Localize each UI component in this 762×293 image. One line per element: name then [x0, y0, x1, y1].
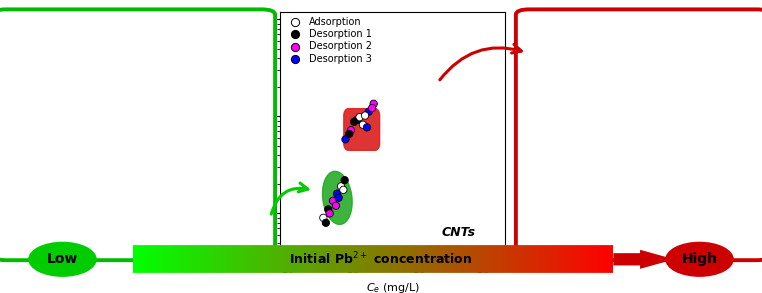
Text: Low: Low — [46, 252, 78, 266]
Legend: Adsorption, Desorption 1, Desorption 2, Desorption 3: Adsorption, Desorption 1, Desorption 2, … — [283, 15, 373, 66]
Point — [339, 137, 351, 142]
Ellipse shape — [665, 242, 734, 277]
Point — [345, 128, 357, 132]
Point — [343, 132, 355, 136]
Point — [366, 106, 378, 110]
FancyArrow shape — [613, 250, 674, 269]
Text: Initial Pb$^{2+}$ concentration: Initial Pb$^{2+}$ concentration — [290, 251, 472, 268]
Point — [322, 207, 335, 212]
X-axis label: $C_e$ (mg/L): $C_e$ (mg/L) — [366, 281, 420, 293]
Y-axis label: $Q_e$ (mg/g): $Q_e$ (mg/g) — [233, 104, 247, 160]
Polygon shape — [322, 171, 352, 224]
Point — [320, 220, 332, 225]
Text: High: High — [681, 252, 718, 266]
FancyArrowPatch shape — [440, 45, 521, 80]
Point — [338, 188, 350, 192]
FancyArrowPatch shape — [271, 183, 308, 214]
Point — [332, 195, 344, 200]
Point — [330, 203, 342, 208]
Point — [351, 117, 363, 122]
Point — [348, 120, 360, 124]
Point — [363, 109, 375, 114]
Point — [324, 211, 336, 216]
Point — [338, 178, 351, 183]
Point — [361, 125, 373, 130]
Text: CNTs: CNTs — [441, 226, 475, 239]
Point — [367, 101, 379, 106]
Point — [359, 113, 371, 118]
Point — [357, 122, 369, 127]
Point — [331, 191, 343, 196]
Point — [317, 215, 329, 220]
Point — [327, 198, 339, 203]
Point — [354, 115, 366, 120]
Point — [335, 184, 347, 189]
Polygon shape — [344, 109, 379, 150]
Ellipse shape — [28, 242, 97, 277]
